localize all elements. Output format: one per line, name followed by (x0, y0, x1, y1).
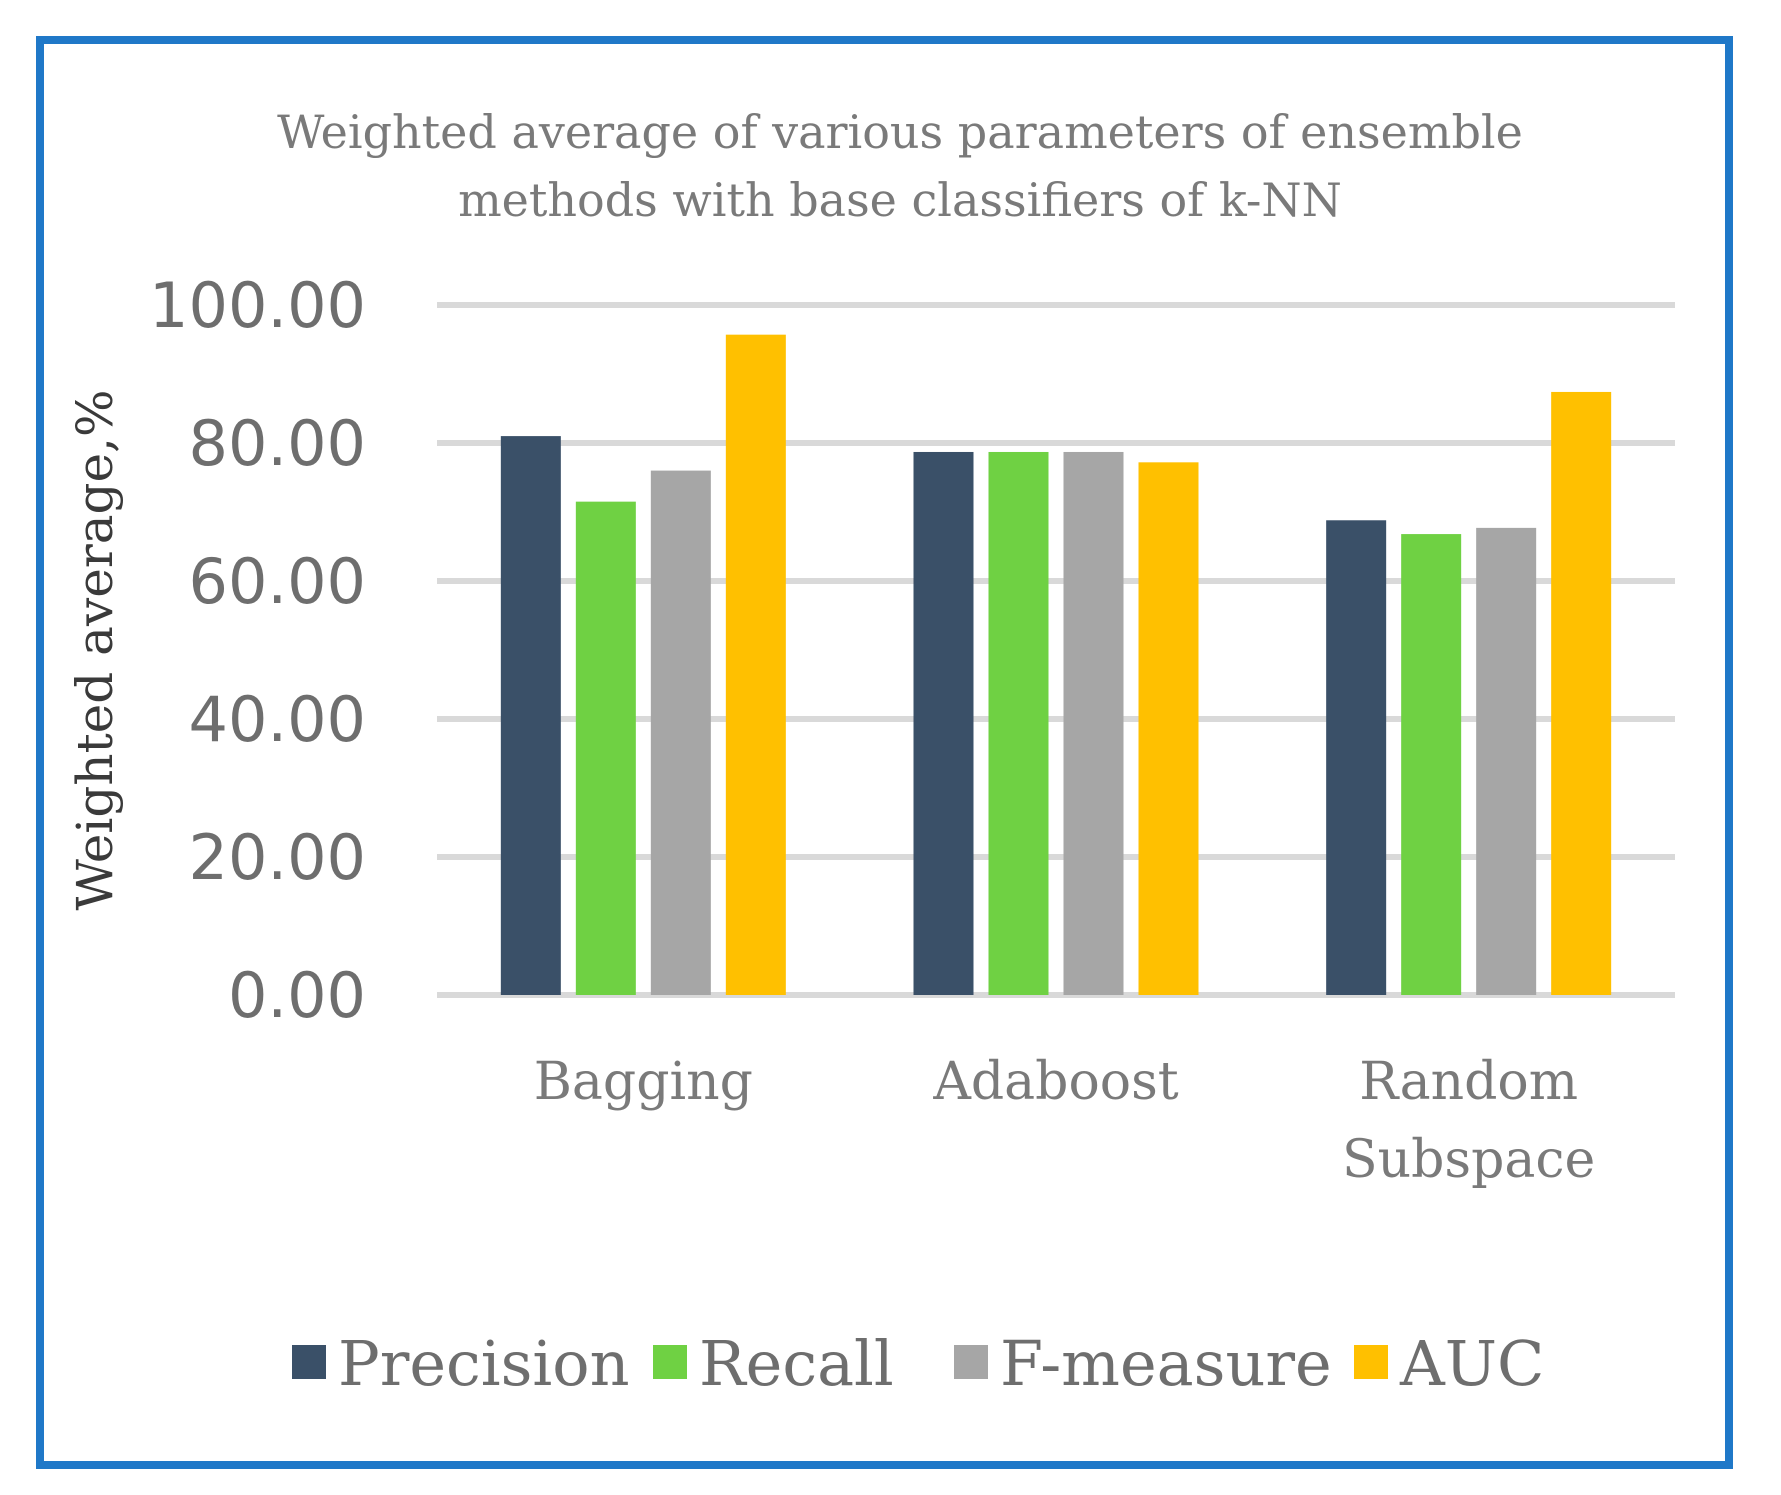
legend-label: F-measure (1000, 1327, 1332, 1400)
bar-adaboost-f-measure (1063, 451, 1124, 996)
bar-random-subspace-recall (1401, 534, 1462, 995)
legend-swatch-auc (1354, 1345, 1388, 1379)
y-axis-label: Weighted average,% (66, 389, 124, 910)
legend-label: Recall (699, 1327, 894, 1400)
bar-adaboost-recall (988, 451, 1049, 996)
x-category-label: Bagging (534, 1052, 753, 1112)
y-tick-label: 60.00 (189, 545, 367, 618)
bar-bagging-f-measure (650, 470, 711, 996)
x-category-label: Random (1359, 1052, 1578, 1112)
y-tick-label: 20.00 (189, 821, 367, 894)
chart-title: Weighted average of various parameters o… (277, 105, 1523, 227)
y-tick-label: 0.00 (228, 959, 366, 1032)
legend: Precision Recall F-measure AUC (292, 1327, 1544, 1400)
bar-adaboost-precision (913, 451, 974, 996)
x-axis-categories: Bagging Adaboost Random Subspace (534, 1052, 1596, 1190)
bar-bagging-auc (725, 334, 786, 995)
bar-random-subspace-precision (1326, 520, 1387, 995)
y-axis-ticks: 0.00 20.00 40.00 60.00 80.00 100.00 (149, 269, 366, 1032)
bar-adaboost-auc (1138, 462, 1199, 995)
legend-swatch-f-measure (954, 1345, 988, 1379)
x-category-label: Adaboost (932, 1052, 1178, 1112)
legend-label: Precision (338, 1327, 630, 1400)
x-category-label: Subspace (1342, 1130, 1595, 1190)
legend-swatch-precision (292, 1345, 326, 1379)
bar-bagging-precision (500, 436, 561, 996)
legend-label: AUC (1399, 1327, 1544, 1400)
y-tick-label: 80.00 (189, 407, 367, 480)
y-tick-label: 40.00 (189, 683, 367, 756)
y-tick-label: 100.00 (149, 269, 366, 342)
bars (500, 334, 1612, 996)
bar-random-subspace-auc (1551, 391, 1612, 995)
chart-title-line-2: methods with base classifiers of k-NN (458, 173, 1342, 227)
gridlines (437, 302, 1675, 998)
bar-bagging-recall (575, 501, 636, 995)
legend-swatch-recall (653, 1345, 687, 1379)
bar-random-subspace-f-measure (1476, 527, 1537, 995)
chart-title-line-1: Weighted average of various parameters o… (277, 105, 1523, 159)
